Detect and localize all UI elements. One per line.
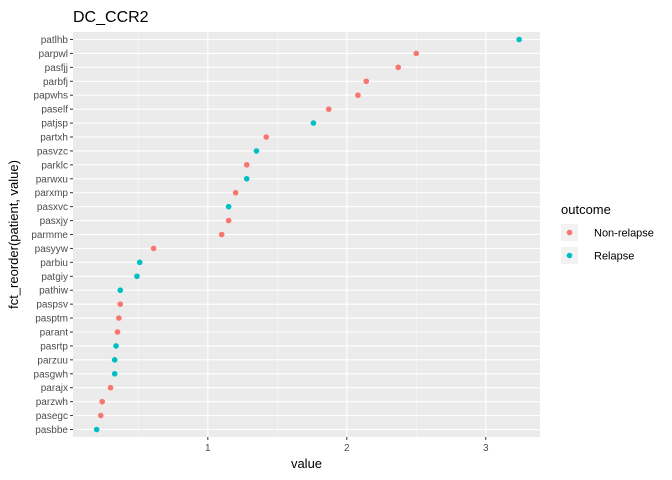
y-tick-label: patgiy xyxy=(41,272,68,283)
point-pasgwh xyxy=(112,371,118,377)
point-pasyyw xyxy=(151,246,157,252)
point-pathiw xyxy=(117,287,123,293)
y-tick-label: parpwl xyxy=(39,49,68,60)
y-axis-ticks: patlhb parpwl pasfjj parbfj papwhs paself patj… xyxy=(31,35,73,436)
y-tick-label: patlhb xyxy=(41,35,69,46)
x-tick-label: 2 xyxy=(344,443,350,454)
y-tick-label: pasgwh xyxy=(34,369,68,380)
x-tick-label: 1 xyxy=(205,443,211,454)
y-tick-label: pasrtp xyxy=(40,341,68,352)
point-parwxu xyxy=(244,176,250,182)
point-parpwl xyxy=(414,51,420,57)
y-tick-label: parwxu xyxy=(36,174,68,185)
point-parmme xyxy=(219,232,225,238)
y-tick-label: patjsp xyxy=(41,119,68,130)
point-pasbbe xyxy=(94,427,100,433)
point-parbfj xyxy=(363,78,369,84)
y-tick-label: parzwh xyxy=(36,397,68,408)
y-tick-label: partxh xyxy=(40,133,68,144)
point-pasegc xyxy=(98,413,104,419)
point-parajx xyxy=(108,385,114,391)
point-patlhb xyxy=(516,37,522,43)
y-tick-label: pasxjy xyxy=(40,216,68,227)
point-pasptm xyxy=(116,315,122,321)
point-parzuu xyxy=(112,357,118,363)
y-tick-label: pasxvc xyxy=(37,202,68,213)
legend-label: Non-relapse xyxy=(594,228,654,240)
point-paself xyxy=(326,106,332,112)
y-tick-label: paspsv xyxy=(36,300,68,311)
y-tick-label: parant xyxy=(40,328,69,339)
y-tick-label: parklc xyxy=(41,160,68,171)
point-parant xyxy=(115,329,121,335)
legend-title: outcome xyxy=(561,202,611,217)
y-tick-label: papwhs xyxy=(34,91,68,102)
y-tick-label: pasegc xyxy=(36,411,68,422)
y-tick-label: pasbbe xyxy=(35,425,68,436)
y-tick-label: parzuu xyxy=(37,355,68,366)
y-tick-label: pathiw xyxy=(39,286,69,297)
x-tick-label: 3 xyxy=(483,443,489,454)
point-partxh xyxy=(263,134,269,140)
point-patjsp xyxy=(311,120,317,126)
y-axis-title: fct_reorder(patient, value) xyxy=(6,160,21,309)
chart-title: DC_CCR2 xyxy=(73,9,149,26)
y-tick-label: parxmp xyxy=(35,188,69,199)
y-tick-label: pasyyw xyxy=(35,244,69,255)
point-parxmp xyxy=(233,190,239,196)
point-pasxjy xyxy=(226,218,232,224)
legend-marker xyxy=(567,253,573,259)
point-patgiy xyxy=(134,273,140,279)
legend-label: Relapse xyxy=(594,251,634,263)
y-tick-label: parbiu xyxy=(40,258,68,269)
y-tick-label: pasvzc xyxy=(37,146,68,157)
point-parzwh xyxy=(99,399,105,405)
y-tick-label: paself xyxy=(41,105,68,116)
point-pasxvc xyxy=(226,204,232,210)
point-paspsv xyxy=(117,301,123,307)
point-parklc xyxy=(244,162,250,168)
x-axis-title: value xyxy=(291,456,322,471)
y-tick-label: pasfjj xyxy=(45,63,68,74)
point-papwhs xyxy=(355,92,361,98)
point-pasvzc xyxy=(254,148,260,154)
y-tick-label: parmme xyxy=(31,230,68,241)
point-pasfjj xyxy=(395,65,401,71)
point-parbiu xyxy=(137,260,143,266)
y-tick-label: pasptm xyxy=(35,314,68,325)
legend-marker xyxy=(567,230,573,236)
legend: outcome Non-relapse Relapse xyxy=(561,202,654,264)
point-pasrtp xyxy=(113,343,119,349)
y-tick-label: parajx xyxy=(41,383,68,394)
x-axis-ticks: 1 2 3 xyxy=(205,437,489,454)
y-tick-label: parbfj xyxy=(43,77,68,88)
